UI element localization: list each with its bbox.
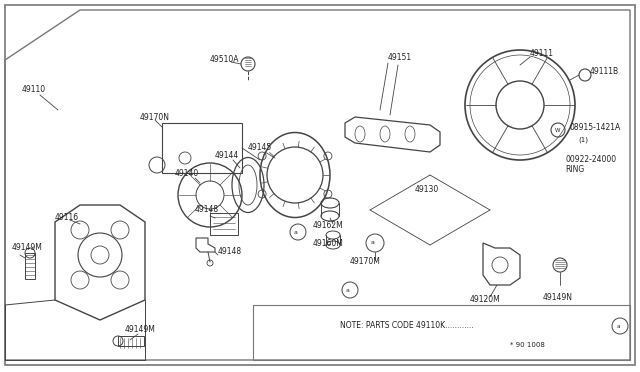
Text: 49510A: 49510A — [210, 55, 239, 64]
Text: 49149M: 49149M — [125, 326, 156, 334]
Bar — [210, 213, 238, 235]
Text: 08915-1421A: 08915-1421A — [570, 124, 621, 132]
Text: a: a — [371, 241, 375, 246]
Bar — [25, 253, 35, 279]
Text: 49148: 49148 — [218, 247, 242, 257]
Text: (1): (1) — [578, 137, 588, 143]
Text: 49151: 49151 — [388, 54, 412, 62]
Bar — [253, 305, 630, 360]
Text: 49148: 49148 — [195, 205, 219, 215]
Bar — [118, 336, 144, 346]
Text: 49145: 49145 — [248, 144, 272, 153]
Text: 00922-24000: 00922-24000 — [565, 155, 616, 164]
Text: 49144: 49144 — [215, 151, 239, 160]
Text: W: W — [556, 128, 561, 132]
Text: a: a — [294, 230, 298, 234]
Text: 49149N: 49149N — [543, 294, 573, 302]
Text: 49162M: 49162M — [313, 221, 344, 230]
Text: 49140: 49140 — [175, 169, 199, 177]
Text: 49160M: 49160M — [313, 240, 344, 248]
Text: a: a — [346, 288, 350, 292]
Text: * 90 1008: * 90 1008 — [510, 342, 545, 348]
Text: 49111: 49111 — [530, 48, 554, 58]
Text: 49170M: 49170M — [350, 257, 381, 266]
Text: RING: RING — [565, 166, 584, 174]
Text: 49120M: 49120M — [470, 295, 500, 305]
Text: a: a — [617, 324, 621, 328]
Text: 49149M: 49149M — [12, 243, 43, 251]
Bar — [162, 123, 242, 173]
Text: NOTE: PARTS CODE 49110K............: NOTE: PARTS CODE 49110K............ — [340, 321, 474, 330]
Text: 49116: 49116 — [55, 214, 79, 222]
Text: 49170N: 49170N — [140, 113, 170, 122]
Text: 49111B: 49111B — [590, 67, 619, 77]
Text: 49110: 49110 — [22, 86, 46, 94]
Text: 49130: 49130 — [415, 186, 439, 195]
